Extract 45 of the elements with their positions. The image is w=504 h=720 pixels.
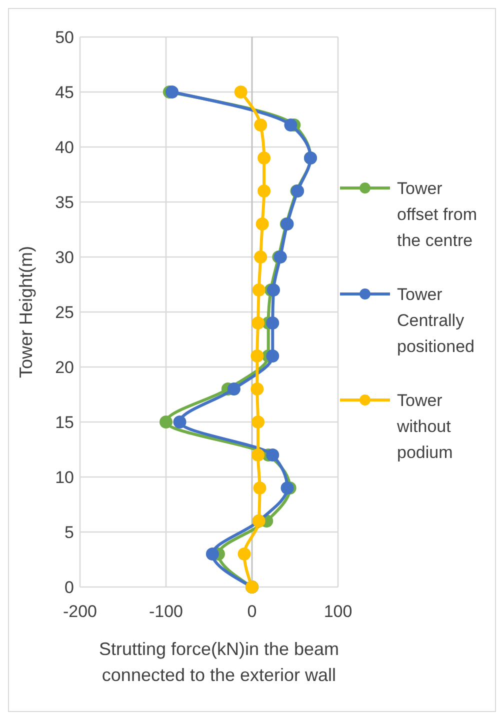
point [267, 284, 280, 296]
y-tick-label: 45 [55, 82, 74, 102]
y-tick-label: 10 [55, 468, 74, 487]
point [258, 152, 271, 164]
point [227, 382, 240, 396]
point [258, 184, 271, 198]
y-tick-label: 30 [55, 248, 74, 267]
point [284, 118, 298, 132]
x-axis-title: Strutting force(kN)in the beam connected to the exterior wall [98, 639, 340, 685]
point [253, 482, 266, 494]
point [266, 448, 280, 462]
point [254, 250, 268, 264]
x-tick-label: -100 [148, 602, 184, 621]
point [256, 218, 269, 230]
legend-label: Tower Centrally positioned [397, 284, 475, 356]
y-tick-label: 5 [64, 522, 74, 542]
point [250, 382, 264, 396]
point [173, 416, 186, 428]
point [266, 350, 280, 362]
point [280, 482, 294, 494]
y-tick-label: 35 [55, 192, 74, 212]
y-tick-label: 40 [55, 138, 74, 157]
point [166, 86, 179, 98]
y-axis-title: Tower Height(m) [16, 246, 36, 378]
point [266, 316, 280, 330]
x-tick-label: 0 [247, 602, 257, 621]
point [234, 86, 248, 98]
point [238, 548, 251, 560]
y-tick-label: 20 [55, 358, 74, 377]
point [252, 316, 265, 330]
y-tick-label: 50 [55, 28, 74, 47]
point [250, 350, 264, 362]
x-tick-label: -200 [62, 602, 98, 621]
point [252, 448, 265, 462]
x-tick-label: 100 [324, 602, 352, 621]
y-tick-label: 15 [55, 412, 74, 432]
legend-label: Tower offset from the centre [397, 178, 477, 250]
point [254, 118, 268, 132]
legend-label: Tower without podium [396, 390, 453, 462]
point [252, 416, 265, 428]
point [160, 416, 172, 428]
point [252, 284, 266, 296]
y-tick-label: 25 [55, 302, 74, 322]
y-tick-label: 0 [64, 578, 74, 597]
point [206, 548, 219, 560]
